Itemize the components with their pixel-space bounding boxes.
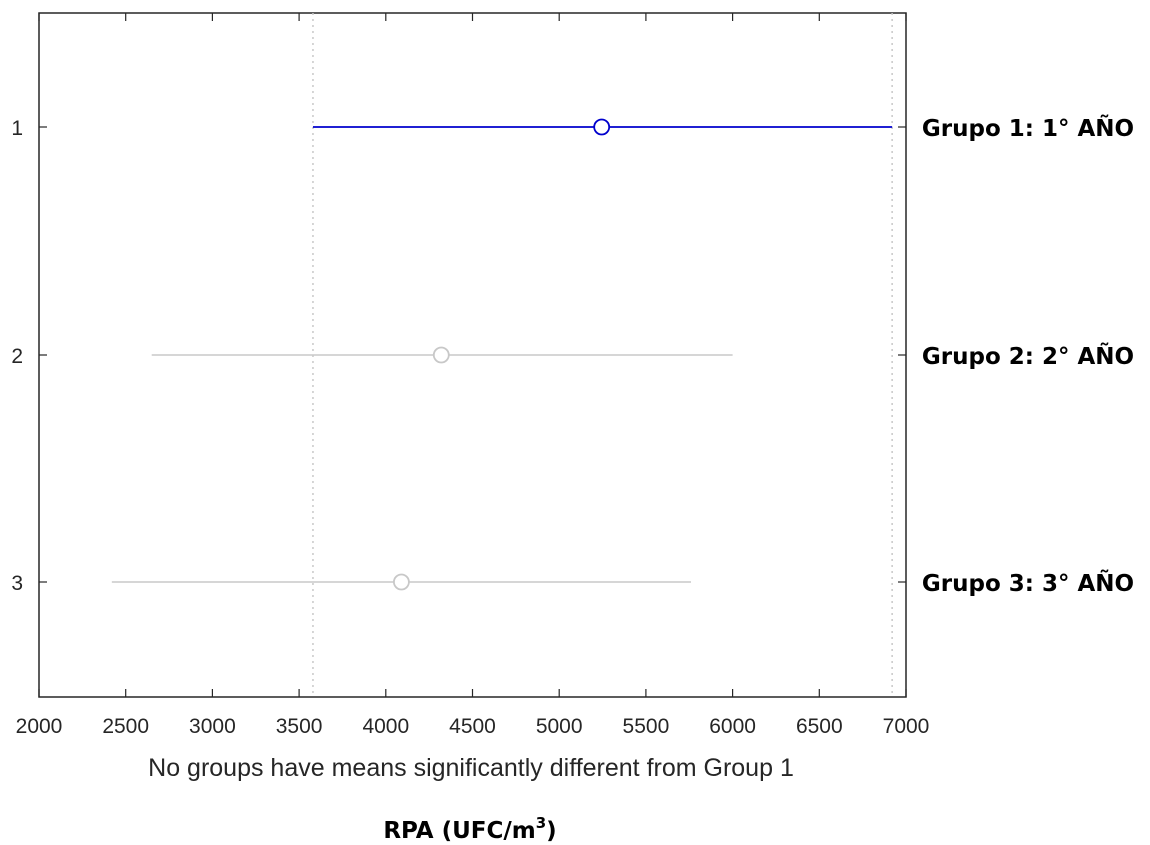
x-axis: 2000 2500 3000 3500 4000 4500 5000 5500 6000 6500… <box>16 13 930 738</box>
x-axis-label: No groups have means significantly diffe… <box>148 754 794 782</box>
group-3-mean-marker <box>393 573 410 591</box>
chart-title-main: RPA (UFC/m <box>383 818 535 844</box>
x-tick-label: 7000 <box>883 715 930 738</box>
chart-title-close: ) <box>546 818 557 844</box>
x-tick-label: 3500 <box>276 715 323 738</box>
group-1-label: Grupo 1: 1° AÑO <box>922 114 1134 142</box>
y-tick-label: 3 <box>11 572 23 595</box>
x-tick-label: 4500 <box>449 715 496 738</box>
x-tick-label: 4000 <box>362 715 409 738</box>
x-tick-label: 6500 <box>796 715 843 738</box>
x-tick-label: 3000 <box>189 715 236 738</box>
group-2-label: Grupo 2: 2° AÑO <box>922 342 1134 370</box>
x-tick-label: 2000 <box>16 715 63 738</box>
group-2-mean-marker <box>432 346 450 364</box>
group-3-label: Grupo 3: 3° AÑO <box>922 569 1134 597</box>
chart-title: RPA (UFC/m3) <box>383 814 556 844</box>
x-tick-label: 5000 <box>536 715 583 738</box>
x-tick-label: 2500 <box>102 715 149 738</box>
group-intervals <box>111 118 893 591</box>
y-axis: 1 2 3 <box>11 117 906 595</box>
chart-title-superscript: 3 <box>536 814 546 832</box>
group-1-mean-marker <box>593 118 611 136</box>
x-tick-label: 5500 <box>623 715 670 738</box>
y-tick-label: 2 <box>11 345 23 368</box>
group-labels: Grupo 1: 1° AÑO Grupo 2: 2° AÑO Grupo 3: 3… <box>922 114 1134 597</box>
y-tick-label: 1 <box>11 117 23 140</box>
x-tick-label: 6000 <box>709 715 756 738</box>
